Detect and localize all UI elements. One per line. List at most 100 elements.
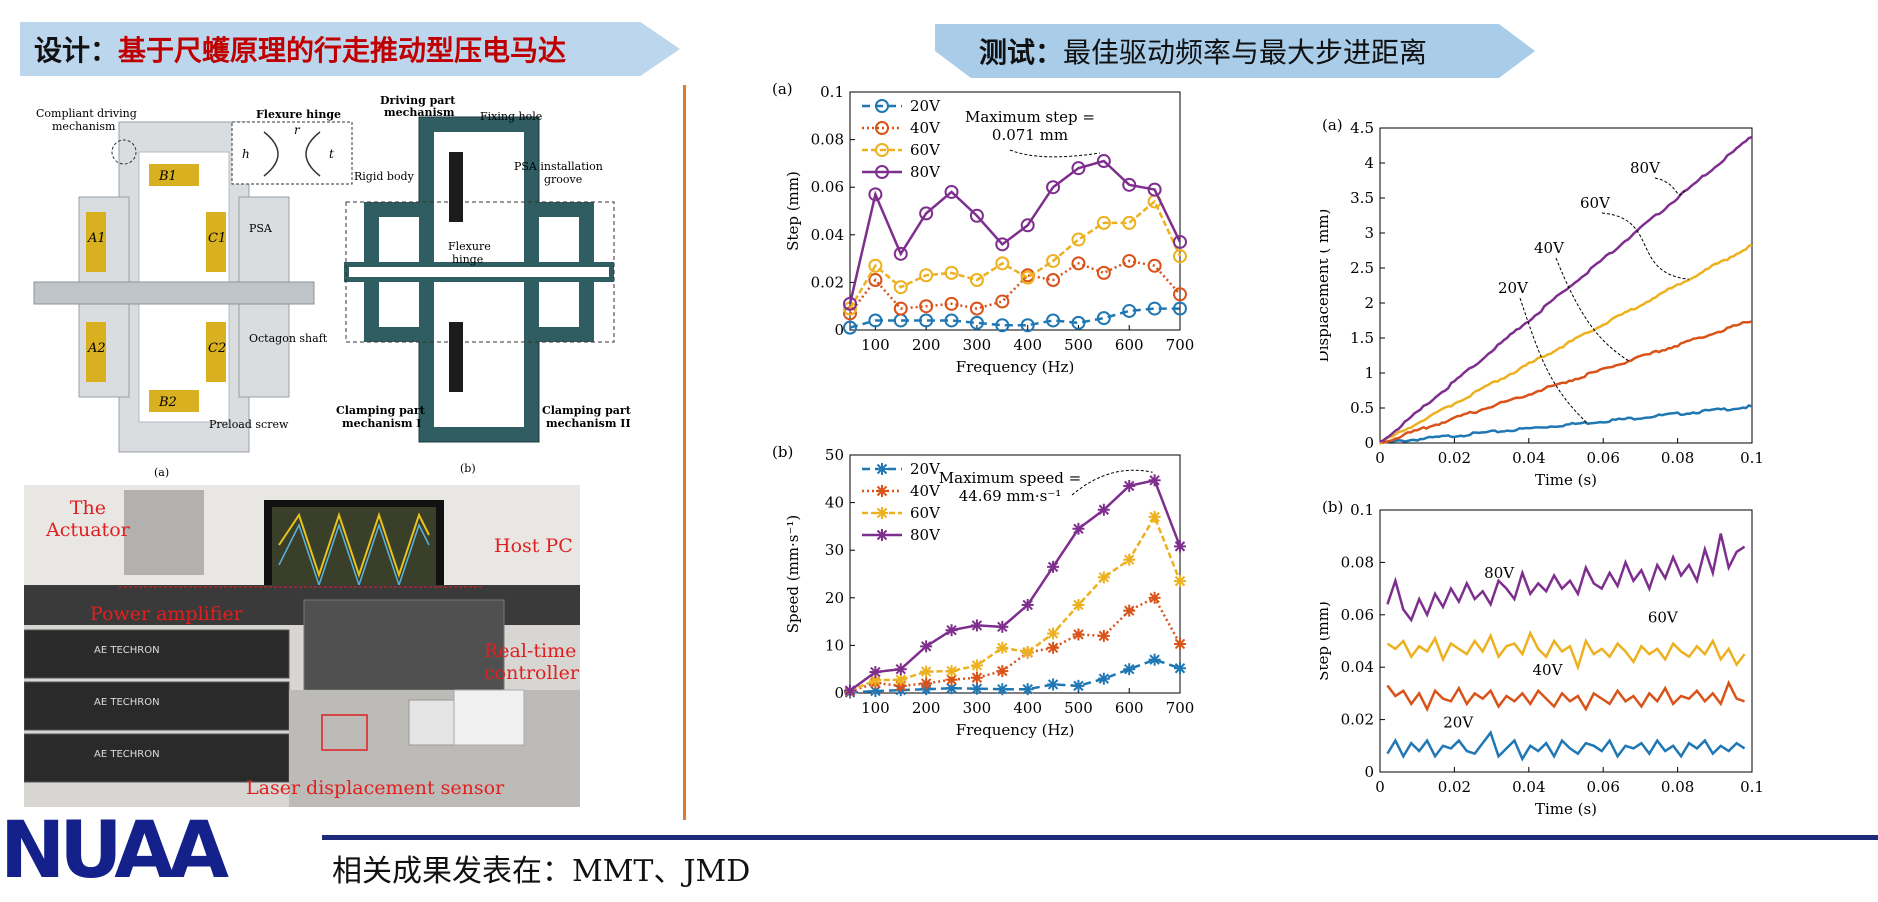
data-point: [876, 529, 888, 541]
label-flexure2: Flexure: [448, 240, 491, 253]
series-line-80V: [1386, 533, 1746, 623]
data-point: [1096, 215, 1111, 230]
data-point: [1096, 311, 1111, 326]
y-tick-label: 3: [1364, 224, 1374, 242]
y-tick-label: 4.5: [1350, 119, 1374, 137]
photo-label-actuator-1: The: [69, 497, 106, 519]
data-point: [1173, 301, 1187, 316]
x-axis-label: Frequency (Hz): [956, 358, 1075, 376]
series-line-20V: [849, 307, 1180, 329]
y-tick-label: 2: [1364, 294, 1374, 312]
data-point: [893, 246, 908, 261]
legend-label: 40V: [910, 119, 941, 137]
series-line-40V: [1379, 320, 1753, 445]
y-tick-label: 0.08: [811, 131, 844, 149]
series-line-60V: [1386, 630, 1746, 672]
legend-label: 20V: [910, 460, 941, 478]
x-tick-label: 0.04: [1512, 778, 1545, 796]
y-tick-label: 0.5: [1350, 399, 1374, 417]
data-point: [1047, 641, 1060, 654]
legend-label: 60V: [910, 504, 941, 522]
legend-label: 80V: [910, 526, 941, 544]
series-line-60V: [1378, 243, 1753, 445]
data-point: [875, 99, 889, 113]
label-a2: A2: [87, 341, 106, 356]
design-banner-prefix: 设计：: [34, 34, 119, 67]
data-point: [1097, 629, 1110, 642]
photo-label-realtime-1: Real-time: [484, 640, 577, 662]
data-point: [1123, 479, 1136, 492]
y-tick-label: 0.02: [811, 273, 844, 291]
data-point: [1020, 318, 1035, 333]
y-axis-label: Displacement ( mm): [1320, 209, 1332, 363]
data-point: [996, 683, 1009, 696]
legend-label: 20V: [910, 97, 941, 115]
photo-label-power: Power amplifier: [90, 603, 243, 625]
data-point: [970, 671, 983, 684]
data-point: [869, 666, 882, 679]
data-point: [1020, 218, 1035, 233]
y-tick-label: 0.06: [1341, 606, 1374, 624]
x-tick-label: 200: [912, 336, 941, 354]
data-point: [995, 237, 1010, 252]
x-tick-label: 600: [1115, 699, 1144, 717]
x-tick-label: 400: [1013, 699, 1042, 717]
panel-label: (a): [772, 82, 793, 98]
y-tick-label: 0.1: [820, 83, 844, 101]
mechanism-figure: Compliant driving mechanism B1 B2 A1 A2 …: [24, 92, 634, 482]
data-point: [1097, 571, 1110, 584]
plot-frame: [1379, 509, 1753, 773]
y-tick-label: 4: [1364, 154, 1374, 172]
data-point: [894, 673, 907, 686]
annotation-max-step: Maximum step =: [965, 108, 1095, 126]
data-point: [868, 273, 883, 288]
photo-label-realtime-2: controller: [484, 662, 579, 684]
chart-step-vs-time: 0 0.02 0.04 0.06 0.08 0.1 0 0.02 0.04 0.06 0.08 0.1…: [1320, 495, 1770, 835]
annotation-arrow: [1009, 149, 1100, 158]
data-point: [920, 665, 933, 678]
y-tick-label: 20: [825, 589, 844, 607]
y-tick-label: 0: [1364, 763, 1374, 781]
x-tick-label: 0.1: [1740, 449, 1764, 467]
data-point: [1147, 301, 1162, 316]
x-tick-label: 400: [1013, 336, 1042, 354]
section-drawing: [344, 116, 615, 443]
design-banner: 设计： 基于尺蠖原理的行走推动型压电马达: [20, 22, 680, 76]
setup-photo: The Actuator Host PC Power amplifier Rea…: [24, 485, 580, 807]
data-point: [1147, 258, 1162, 273]
y-tick-label: 50: [825, 446, 844, 464]
data-point: [1072, 522, 1085, 535]
series-line-80V: [1379, 135, 1753, 443]
data-point: [996, 641, 1009, 654]
data-point: [1174, 575, 1186, 588]
photo-label-realtime: Real-time controller: [484, 640, 579, 684]
chart-speed-vs-frequency: 100 200 300 400 500 600 700 0 10 20 30 40 50 Frequenc…: [770, 445, 1210, 825]
label-clamp2b: mechanism II: [546, 417, 631, 430]
label-h: h: [242, 147, 250, 161]
data-point: [1173, 249, 1187, 264]
label-r: r: [294, 123, 301, 137]
data-point: [1047, 678, 1060, 691]
data-point: [893, 301, 908, 316]
x-tick-label: 200: [912, 699, 941, 717]
y-tick-label: 30: [825, 541, 844, 559]
test-banner: 测试： 最佳驱动频率与最大步进距离: [935, 24, 1535, 78]
label-driving: Driving part: [380, 94, 456, 107]
data-point: [894, 663, 907, 676]
data-point: [1071, 256, 1086, 271]
annotation-arrow: [1071, 469, 1153, 496]
label-clamp1: Clamping part: [336, 404, 426, 417]
x-tick-label: 600: [1115, 336, 1144, 354]
data-point: [1147, 182, 1162, 197]
data-point: [1072, 679, 1085, 692]
curve-label-20V: 20V: [1498, 279, 1529, 297]
label-clamp2: Clamping part: [542, 404, 632, 417]
data-point: [843, 320, 857, 335]
y-tick-label: 0.1: [1350, 501, 1374, 519]
data-point: [1020, 270, 1035, 285]
data-point: [1174, 540, 1186, 553]
data-point: [868, 187, 883, 202]
label-psa-inst: PSA installation: [514, 160, 603, 173]
plot-frame: [849, 91, 1181, 331]
data-point: [995, 256, 1010, 271]
